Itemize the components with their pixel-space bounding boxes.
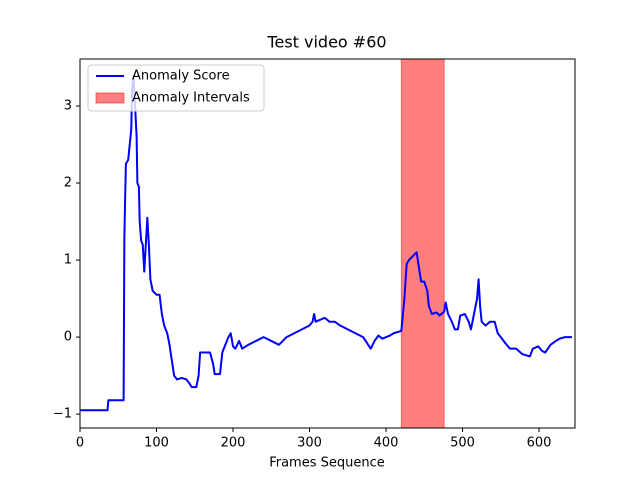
legend-swatch xyxy=(95,92,125,104)
x-tick-label: 500 xyxy=(450,436,475,451)
score-line xyxy=(80,74,572,412)
legend-box xyxy=(87,64,265,112)
y-tick-label: 1 xyxy=(64,253,72,268)
x-tick-label: 300 xyxy=(297,436,322,451)
x-tick-label: 200 xyxy=(221,436,246,451)
chart-title: Test video #60 xyxy=(266,33,386,52)
x-axis-label: Frames Sequence xyxy=(269,456,385,471)
y-tick-label: 2 xyxy=(64,176,72,191)
x-tick-label: 0 xyxy=(76,436,84,451)
axes-frame xyxy=(79,58,576,429)
y-tick-label: 0 xyxy=(64,330,72,345)
x-tick-label: 600 xyxy=(527,436,552,451)
y-tick-label: −1 xyxy=(53,407,72,422)
legend-label: Anomaly Score xyxy=(132,69,230,84)
x-tick-label: 100 xyxy=(144,436,169,451)
legend-label: Anomaly Intervals xyxy=(132,91,250,106)
y-tick-label: 3 xyxy=(64,98,72,113)
anomaly-interval xyxy=(400,58,445,429)
x-tick-label: 400 xyxy=(374,436,399,451)
